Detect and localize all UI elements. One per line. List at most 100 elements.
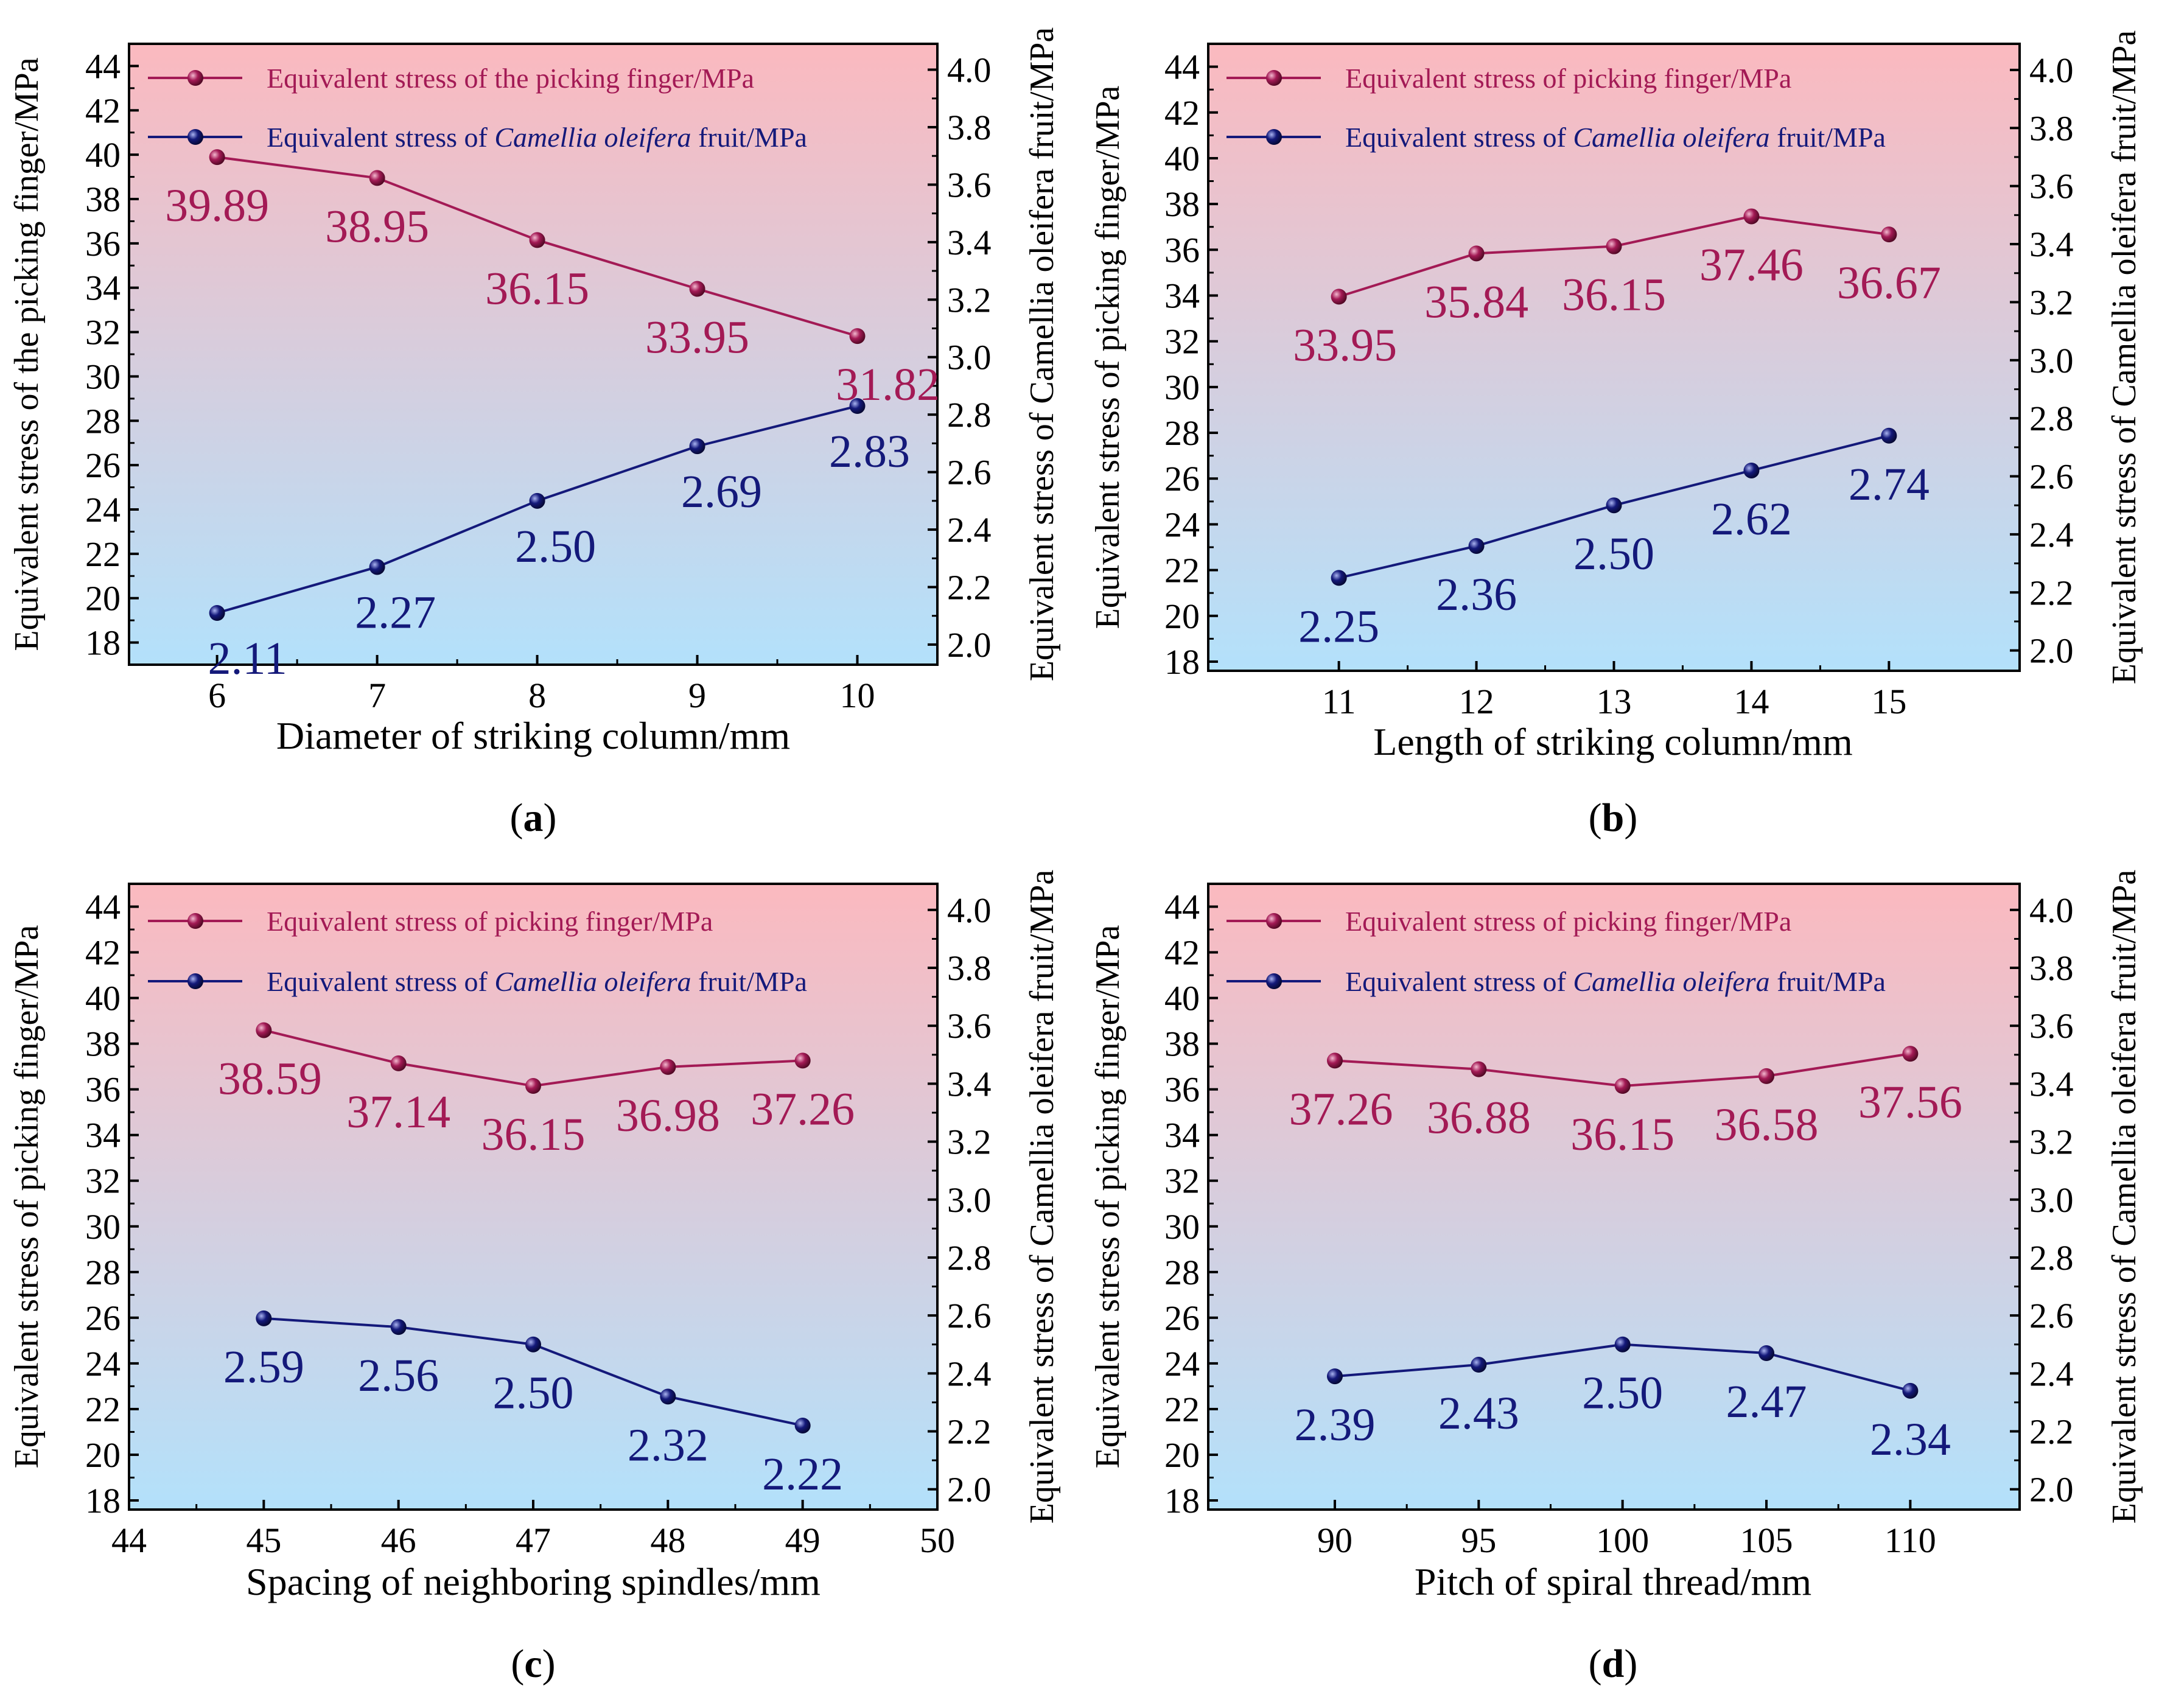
left-y-tick-label: 22 bbox=[1164, 1390, 1200, 1429]
right-y-tick-label: 2.8 bbox=[2029, 1238, 2074, 1278]
fruit-data-label: 2.11 bbox=[208, 633, 287, 684]
right-y-tick-label: 3.8 bbox=[2029, 948, 2074, 988]
right-y-tick-label: 3.6 bbox=[947, 165, 992, 205]
fruit-data-point bbox=[1902, 1382, 1919, 1399]
right-y-tick-label: 3.4 bbox=[947, 223, 992, 262]
right-y-tick-label: 2.2 bbox=[2029, 573, 2074, 612]
right-y-tick-label: 3.2 bbox=[947, 1122, 992, 1162]
finger-data-label: 37.46 bbox=[1699, 239, 1804, 290]
left-y-tick-label: 20 bbox=[85, 579, 121, 618]
fruit-data-point bbox=[1471, 1357, 1487, 1373]
right-y-tick-label: 3.8 bbox=[947, 948, 992, 988]
right-y-tick-label: 2.6 bbox=[947, 453, 992, 492]
left-y-tick-label: 40 bbox=[85, 135, 121, 175]
left-y-tick-label: 30 bbox=[1164, 1207, 1200, 1247]
legend-finger-marker bbox=[1266, 913, 1282, 929]
x-tick-label: 95 bbox=[1461, 1521, 1496, 1560]
fruit-data-label: 2.50 bbox=[1573, 528, 1654, 579]
right-y-tick-label: 3.0 bbox=[2029, 341, 2074, 380]
fruit-data-point bbox=[1326, 1368, 1343, 1385]
fruit-data-label: 2.50 bbox=[1582, 1368, 1663, 1419]
legend-fruit-prefix: Equivalent stress of bbox=[1345, 966, 1573, 997]
fruit-data-point bbox=[1758, 1345, 1775, 1361]
x-axis-label: Diameter of striking column/mm bbox=[276, 714, 790, 757]
finger-data-point bbox=[1471, 1061, 1487, 1077]
fruit-data-label: 2.69 bbox=[681, 466, 762, 517]
left-y-tick-label: 22 bbox=[1164, 551, 1200, 590]
fruit-data-label: 2.59 bbox=[223, 1342, 304, 1393]
x-tick-label: 15 bbox=[1871, 682, 1906, 721]
x-tick-label: 13 bbox=[1597, 682, 1632, 721]
x-tick-label: 46 bbox=[381, 1521, 416, 1560]
left-y-tick-label: 30 bbox=[85, 1207, 121, 1247]
fruit-data-point bbox=[529, 492, 545, 509]
caption-letter: c bbox=[524, 1642, 542, 1686]
left-y-tick-label: 24 bbox=[85, 1344, 121, 1384]
right-y-tick-label: 4.0 bbox=[947, 51, 992, 90]
fruit-data-point bbox=[369, 559, 385, 575]
x-tick-label: 100 bbox=[1596, 1521, 1649, 1560]
legend-finger-text: Equivalent stress of picking finger/MPa bbox=[1345, 63, 1791, 94]
finger-data-point bbox=[1902, 1046, 1919, 1062]
finger-data-label: 36.58 bbox=[1715, 1099, 1819, 1150]
right-y-tick-label: 2.0 bbox=[947, 625, 992, 665]
left-y-tick-label: 40 bbox=[1164, 139, 1200, 178]
legend-fruit-italic: Camellia oleifera bbox=[1573, 966, 1769, 997]
legend-fruit-suffix: fruit/MPa bbox=[691, 966, 807, 997]
left-y-tick-label: 20 bbox=[1164, 597, 1200, 636]
legend-fruit-prefix: Equivalent stress of bbox=[1345, 122, 1573, 153]
left-y-tick-label: 40 bbox=[85, 979, 121, 1018]
fruit-data-point bbox=[256, 1310, 272, 1326]
right-y-axis-label: Equivalent stress of Camellia oleifera f… bbox=[1023, 27, 1061, 682]
fruit-data-label: 2.62 bbox=[1711, 494, 1792, 545]
legend-fruit-italic: Camellia oleifera bbox=[494, 966, 691, 997]
x-axis-label: Spacing of neighboring spindles/mm bbox=[246, 1560, 821, 1603]
legend-finger-marker bbox=[1266, 70, 1282, 86]
finger-data-point bbox=[1743, 208, 1760, 225]
right-y-axis-label: Equivalent stress of Camellia oleifera f… bbox=[1023, 870, 1061, 1524]
left-y-tick-label: 42 bbox=[1164, 933, 1200, 973]
x-tick-label: 9 bbox=[688, 676, 706, 715]
caption-close-paren: ) bbox=[1624, 1642, 1637, 1686]
right-y-tick-label: 4.0 bbox=[2029, 891, 2074, 930]
finger-data-label: 39.89 bbox=[165, 180, 269, 231]
x-tick-label: 8 bbox=[528, 676, 546, 715]
x-tick-label: 12 bbox=[1459, 682, 1494, 721]
right-y-axis-label: Equivalent stress of Camellia oleifera f… bbox=[2105, 870, 2143, 1524]
x-tick-label: 105 bbox=[1740, 1521, 1793, 1560]
caption-letter: a bbox=[523, 796, 544, 840]
fruit-data-point bbox=[1331, 570, 1347, 586]
right-y-tick-label: 2.6 bbox=[947, 1296, 992, 1335]
legend-finger-text: Equivalent stress of the picking finger/… bbox=[267, 63, 754, 94]
left-y-tick-label: 24 bbox=[1164, 1344, 1200, 1384]
plot-area-background bbox=[1208, 44, 2020, 671]
left-y-axis-label: Equivalent stress of the picking finger/… bbox=[8, 57, 46, 651]
finger-data-point bbox=[1468, 245, 1485, 262]
panel-caption: (c) bbox=[511, 1642, 555, 1686]
finger-data-label: 36.67 bbox=[1837, 257, 1941, 309]
left-y-tick-label: 22 bbox=[85, 534, 121, 574]
plot-area-background bbox=[129, 884, 937, 1510]
right-y-tick-label: 2.4 bbox=[947, 1354, 992, 1393]
right-y-tick-label: 2.0 bbox=[2029, 631, 2074, 671]
left-y-tick-label: 38 bbox=[85, 180, 121, 219]
chart-panel-d: 18 20 22 24 26 28 30 32 34 36 38 40 42 44 2.0 2.2 2.4 2.6… bbox=[1089, 870, 2143, 1686]
legend-finger-marker bbox=[187, 70, 203, 86]
left-y-tick-label: 18 bbox=[85, 623, 121, 663]
chart-panel-c: 18 20 22 24 26 28 30 32 34 36 38 40 42 44 2.0 2.2 2.4 2.6… bbox=[8, 870, 1061, 1686]
legend-fruit-marker bbox=[1266, 973, 1282, 989]
left-y-tick-label: 24 bbox=[1164, 505, 1200, 544]
x-tick-label: 45 bbox=[246, 1521, 281, 1560]
legend-fruit-suffix: fruit/MPa bbox=[691, 122, 807, 153]
right-y-tick-label: 3.0 bbox=[2029, 1180, 2074, 1220]
x-tick-label: 7 bbox=[368, 676, 386, 715]
left-y-tick-label: 26 bbox=[1164, 459, 1200, 499]
finger-data-point bbox=[1326, 1052, 1343, 1069]
x-tick-label: 10 bbox=[840, 676, 875, 715]
left-y-tick-label: 40 bbox=[1164, 979, 1200, 1018]
fruit-data-label: 2.50 bbox=[493, 1368, 574, 1419]
fruit-data-label: 2.39 bbox=[1294, 1399, 1375, 1451]
left-y-tick-label: 20 bbox=[1164, 1435, 1200, 1475]
plot-area-background bbox=[1208, 884, 2020, 1510]
